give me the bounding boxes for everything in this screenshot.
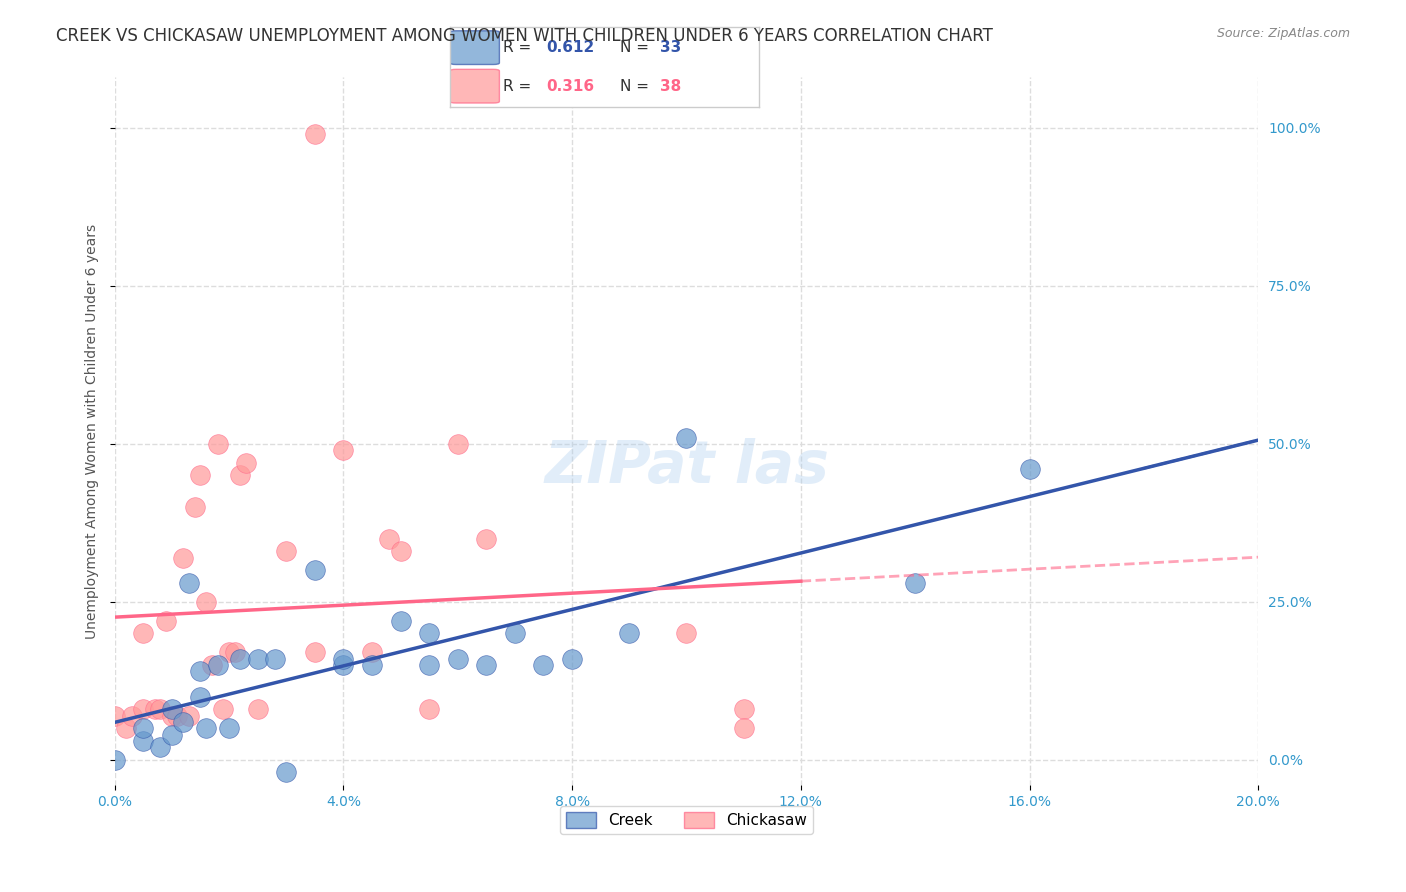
Point — [149, 702, 172, 716]
Point — [675, 431, 697, 445]
Point — [503, 626, 526, 640]
Point — [103, 753, 125, 767]
Point — [533, 658, 555, 673]
Point — [733, 702, 755, 716]
Point — [172, 714, 194, 729]
Point — [160, 702, 183, 716]
Point — [475, 532, 498, 546]
Point — [304, 128, 326, 142]
Point — [172, 550, 194, 565]
Legend: Creek, Chickasaw: Creek, Chickasaw — [560, 805, 813, 834]
Point — [229, 468, 252, 483]
Point — [361, 658, 384, 673]
Text: 33: 33 — [661, 40, 682, 55]
Point — [675, 626, 697, 640]
Point — [207, 658, 229, 673]
Point — [132, 734, 155, 748]
Text: N =: N = — [620, 78, 654, 94]
Point — [132, 702, 155, 716]
Point — [190, 665, 212, 679]
Point — [378, 532, 401, 546]
Point — [418, 702, 440, 716]
Point — [143, 702, 166, 716]
Point — [190, 468, 212, 483]
Point — [389, 544, 412, 558]
Point — [177, 708, 200, 723]
Point — [183, 500, 205, 514]
Point — [115, 721, 138, 735]
FancyBboxPatch shape — [450, 70, 499, 103]
Text: R =: R = — [502, 78, 536, 94]
Point — [160, 727, 183, 741]
Point — [246, 651, 269, 665]
Text: R =: R = — [502, 40, 536, 55]
Point — [304, 645, 326, 659]
FancyBboxPatch shape — [450, 30, 499, 64]
Point — [195, 721, 218, 735]
Point — [190, 690, 212, 704]
Y-axis label: Unemployment Among Women with Children Under 6 years: Unemployment Among Women with Children U… — [86, 224, 100, 639]
Point — [166, 708, 188, 723]
Point — [229, 651, 252, 665]
Point — [160, 708, 183, 723]
Text: Source: ZipAtlas.com: Source: ZipAtlas.com — [1216, 27, 1350, 40]
Point — [447, 437, 470, 451]
Text: 0.316: 0.316 — [546, 78, 593, 94]
Point — [475, 658, 498, 673]
Point — [218, 645, 240, 659]
Point — [246, 702, 269, 716]
Point — [418, 626, 440, 640]
Point — [361, 645, 384, 659]
Point — [155, 614, 177, 628]
Text: N =: N = — [620, 40, 654, 55]
Point — [904, 575, 927, 590]
Point — [332, 443, 354, 458]
Point — [177, 575, 200, 590]
Point — [276, 765, 298, 780]
Point — [195, 595, 218, 609]
Point — [733, 721, 755, 735]
Point — [263, 651, 285, 665]
Point — [212, 702, 235, 716]
Point — [1018, 462, 1040, 476]
Point — [132, 626, 155, 640]
Point — [447, 651, 470, 665]
Point — [332, 651, 354, 665]
Point — [218, 721, 240, 735]
Point — [207, 437, 229, 451]
Point — [103, 708, 125, 723]
Point — [121, 708, 143, 723]
Point — [304, 563, 326, 577]
Point — [619, 626, 641, 640]
Text: ZIPat las: ZIPat las — [544, 438, 830, 495]
Point — [201, 658, 224, 673]
Point — [332, 658, 354, 673]
Point — [132, 721, 155, 735]
Point — [418, 658, 440, 673]
Point — [235, 456, 257, 470]
Point — [561, 651, 583, 665]
Text: 0.612: 0.612 — [546, 40, 595, 55]
Point — [276, 544, 298, 558]
Text: 38: 38 — [661, 78, 682, 94]
Point — [149, 740, 172, 755]
Point — [224, 645, 246, 659]
Text: CREEK VS CHICKASAW UNEMPLOYMENT AMONG WOMEN WITH CHILDREN UNDER 6 YEARS CORRELAT: CREEK VS CHICKASAW UNEMPLOYMENT AMONG WO… — [56, 27, 993, 45]
Point — [389, 614, 412, 628]
